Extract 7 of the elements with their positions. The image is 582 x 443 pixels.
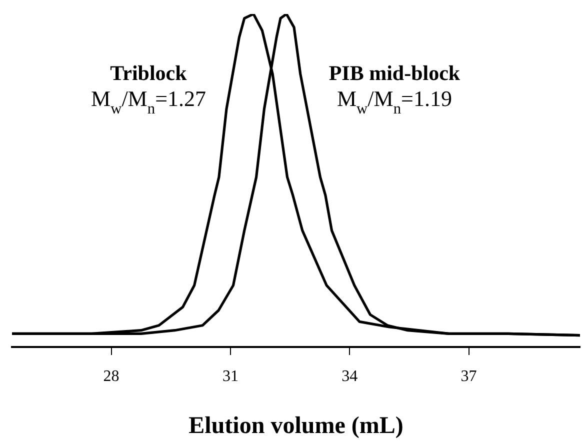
series-label: PIB mid-block xyxy=(328,61,460,85)
x-tick-label: 34 xyxy=(342,368,358,385)
x-tick-label: 37 xyxy=(460,368,477,385)
x-tick-label: 28 xyxy=(103,368,120,385)
x-axis-title: Elution volume (mL) xyxy=(188,412,404,439)
x-tick-label: 31 xyxy=(222,368,238,385)
text: Triblock xyxy=(110,61,188,85)
